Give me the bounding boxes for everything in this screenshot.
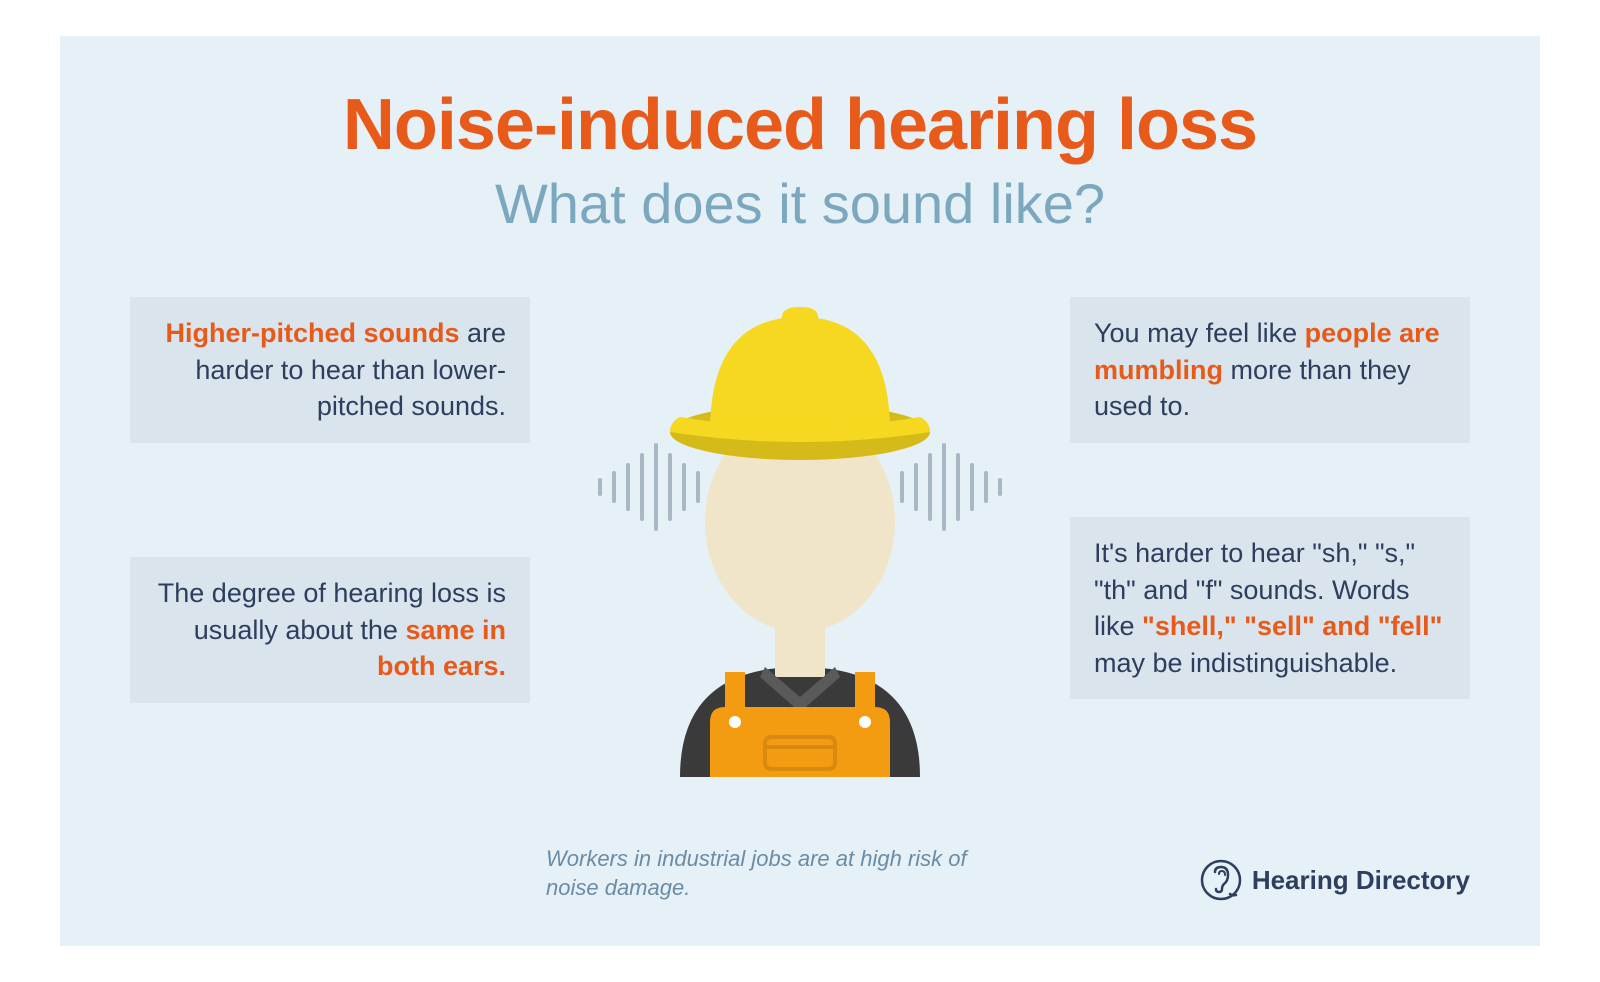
- infographic-container: Noise-induced hearing loss What does it …: [60, 36, 1540, 946]
- worker-illustration: [550, 277, 1050, 777]
- info-box-bottom-left: The degree of hearing loss is usually ab…: [130, 557, 530, 702]
- soundwave-right-icon: [900, 443, 1002, 531]
- body-text: may be indistinguishable.: [1094, 648, 1397, 678]
- body-text: You may feel like: [1094, 318, 1305, 348]
- hardhat-icon: [670, 307, 930, 460]
- worker-svg: [550, 277, 1050, 777]
- highlight-text: Higher-pitched sounds: [165, 318, 459, 348]
- illustration-caption: Workers in industrial jobs are at high r…: [546, 845, 1006, 902]
- info-box-bottom-right: It's harder to hear "sh," "s," "th" and …: [1070, 517, 1470, 699]
- footer-logo: Hearing Directory: [1200, 859, 1470, 901]
- info-box-top-right: You may feel like people are mumbling mo…: [1070, 297, 1470, 442]
- content-area: Higher-pitched sounds are harder to hear…: [130, 267, 1470, 847]
- soundwave-left-icon: [598, 443, 700, 531]
- subtitle: What does it sound like?: [130, 170, 1470, 237]
- title-block: Noise-induced hearing loss What does it …: [130, 86, 1470, 237]
- info-box-top-left: Higher-pitched sounds are harder to hear…: [130, 297, 530, 442]
- button-icon: [729, 716, 741, 728]
- highlight-text: "shell," "sell" and "fell": [1142, 611, 1442, 641]
- ear-logo-icon: [1200, 859, 1242, 901]
- main-title: Noise-induced hearing loss: [130, 86, 1470, 165]
- footer-brand-text: Hearing Directory: [1252, 865, 1470, 896]
- button-icon: [859, 716, 871, 728]
